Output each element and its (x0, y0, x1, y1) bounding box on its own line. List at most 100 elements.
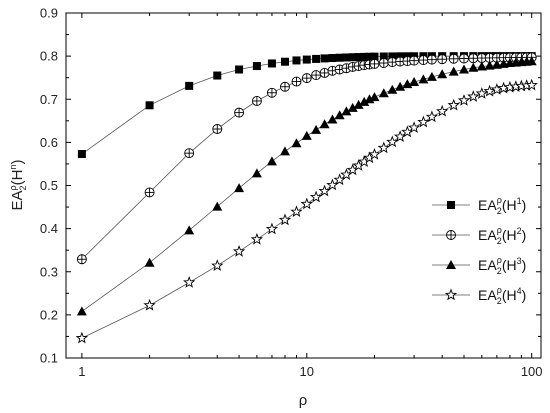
data-point (491, 59, 502, 69)
data-point (335, 53, 344, 62)
data-point (213, 71, 222, 80)
y-tick-label: 0.9 (40, 6, 58, 21)
data-point (319, 119, 330, 129)
data-point (301, 73, 312, 84)
data-point (476, 61, 487, 71)
data-point (291, 76, 302, 87)
data-point (369, 58, 380, 69)
data-point (418, 55, 429, 66)
data-point (484, 60, 495, 70)
data-point (436, 104, 449, 117)
legend-item-2: EA2ρ(H2) (432, 225, 526, 246)
data-point (457, 94, 471, 106)
y-axis-label: EA2ρ(Hn) (8, 159, 28, 210)
data-point (328, 54, 337, 63)
data-point (379, 52, 388, 61)
data-point (409, 55, 420, 66)
series-4 (75, 78, 538, 344)
data-point (311, 70, 322, 81)
data-point (417, 115, 430, 128)
legend-marker (444, 288, 458, 301)
data-point (437, 54, 448, 65)
data-point (395, 81, 406, 91)
data-point (290, 205, 303, 218)
data-point (396, 52, 405, 61)
x-tick-label: 100 (521, 364, 543, 379)
data-point (278, 213, 292, 226)
data-point (468, 53, 479, 64)
y-tick-label: 0.4 (40, 221, 58, 236)
data-point (359, 96, 370, 106)
data-point (347, 102, 358, 112)
x-tick-label: 1 (78, 364, 85, 379)
data-point (378, 88, 389, 98)
data-point (185, 81, 194, 90)
data-point (212, 201, 223, 211)
data-point (280, 57, 289, 66)
data-point (252, 62, 261, 71)
series-line (81, 60, 532, 312)
data-point (425, 110, 439, 123)
data-point (251, 96, 262, 106)
legend-label: EA2ρ(H3) (478, 255, 526, 276)
legend-label: EA2ρ(H1) (478, 195, 526, 216)
series-3 (76, 56, 537, 316)
data-point (388, 52, 397, 61)
data-point (144, 187, 155, 198)
data-point (75, 331, 89, 344)
y-tick-label: 0.3 (40, 264, 58, 279)
x-tick-label: 10 (300, 364, 314, 379)
data-point (145, 101, 154, 110)
data-point (365, 52, 374, 61)
data-point (318, 184, 331, 197)
data-point (280, 81, 290, 92)
data-point (311, 124, 322, 134)
data-point (212, 124, 223, 134)
data-point (309, 190, 323, 203)
data-point (386, 135, 399, 148)
data-point (279, 146, 290, 156)
y-tick-label: 0.6 (40, 135, 58, 150)
data-point (467, 90, 480, 102)
data-point (525, 78, 538, 91)
data-point (291, 138, 302, 148)
data-point (353, 99, 364, 109)
data-point (448, 66, 459, 76)
legend-label: EA2ρ(H2) (478, 225, 526, 246)
data-point (266, 87, 277, 98)
data-point (326, 178, 339, 191)
data-point (437, 69, 448, 79)
data-point (407, 121, 421, 133)
data-point (368, 147, 381, 160)
data-point (426, 54, 437, 65)
data-point (265, 222, 279, 235)
data-point (250, 232, 264, 245)
legend-marker (446, 230, 456, 240)
data-point (426, 71, 437, 81)
data-point (143, 298, 156, 311)
data-point (354, 53, 363, 62)
data-point (184, 148, 195, 159)
data-point (234, 183, 245, 193)
legend-item-4: EA2ρ(H4) (432, 285, 526, 306)
data-point (211, 259, 224, 271)
data-point (409, 77, 420, 86)
data-point (312, 54, 321, 63)
data-point (251, 168, 262, 178)
data-point (267, 59, 276, 68)
data-point (327, 114, 338, 124)
data-point (360, 52, 369, 61)
data-point (387, 84, 398, 94)
x-axis-label: ρ (299, 392, 308, 409)
data-point (341, 106, 352, 116)
data-point (320, 54, 329, 63)
data-point (377, 141, 390, 154)
legend-marker (446, 260, 456, 269)
data-point (292, 56, 301, 65)
data-point (144, 257, 155, 267)
data-point (266, 156, 277, 166)
legend-item-1: EA2ρ(H1) (432, 195, 526, 216)
data-point (334, 110, 345, 120)
data-point (342, 53, 351, 62)
